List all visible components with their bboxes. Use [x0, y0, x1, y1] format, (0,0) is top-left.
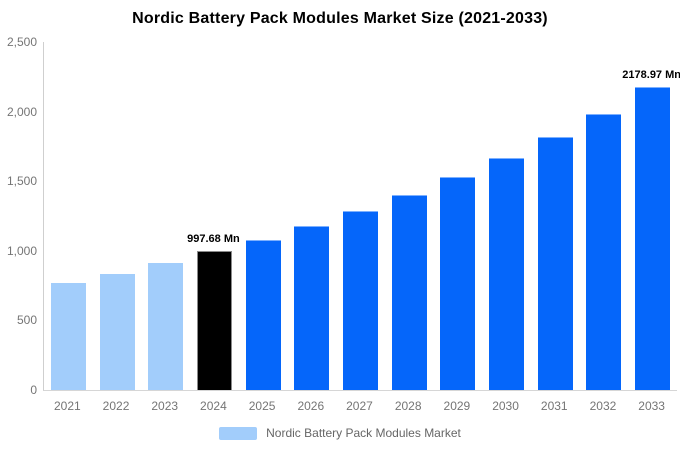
- x-tick-label-2026: 2026: [297, 399, 325, 413]
- y-tick-label: 1,000: [6, 243, 37, 258]
- x-tick-label-2024: 2024: [200, 399, 227, 413]
- y-tick-label: 0: [30, 383, 37, 397]
- plot-area: [43, 42, 677, 391]
- bar-2031: [537, 137, 573, 390]
- x-tick-label-2032: 2032: [589, 399, 617, 413]
- bar-2028: [391, 194, 427, 390]
- bar-2023: [148, 263, 184, 390]
- y-tick-label: 2,500: [6, 35, 37, 49]
- bar-2022: [99, 273, 135, 390]
- x-tick-label-2023: 2023: [151, 399, 179, 413]
- x-tick-label-2027: 2027: [346, 399, 373, 413]
- x-tick-label-2029: 2029: [443, 399, 471, 413]
- legend-label: Nordic Battery Pack Modules Market: [266, 426, 461, 440]
- legend-swatch: [219, 426, 258, 440]
- x-tick-label-2031: 2031: [540, 399, 568, 413]
- value-label-2033: 2178.97 Mn: [622, 68, 680, 81]
- value-label-2024: 997.68 Mn: [187, 233, 240, 246]
- x-tick-label-2022: 2022: [102, 399, 130, 413]
- chart-title: Nordic Battery Pack Modules Market Size …: [132, 10, 548, 27]
- bar-2021: [50, 283, 86, 390]
- bar-2024: [196, 251, 232, 390]
- bar-2027: [343, 210, 378, 390]
- bar-2032: [586, 113, 622, 390]
- x-tick-label-2021: 2021: [53, 399, 81, 413]
- bar-2026: [294, 226, 330, 390]
- legend: Nordic Battery Pack Modules Market: [0, 425, 680, 441]
- y-tick-label: 500: [16, 313, 37, 328]
- x-tick-label-2033: 2033: [638, 399, 665, 413]
- bar-2025: [245, 239, 281, 390]
- bar-2030: [489, 158, 525, 390]
- x-tick-label-2028: 2028: [394, 399, 422, 413]
- x-tick-label-2025: 2025: [248, 399, 276, 413]
- y-tick-label: 1,500: [6, 174, 37, 189]
- y-tick-label: 2,000: [6, 104, 37, 119]
- bar-2029: [440, 177, 476, 390]
- bar-2033: [635, 86, 671, 390]
- x-tick-label-2030: 2030: [492, 399, 519, 413]
